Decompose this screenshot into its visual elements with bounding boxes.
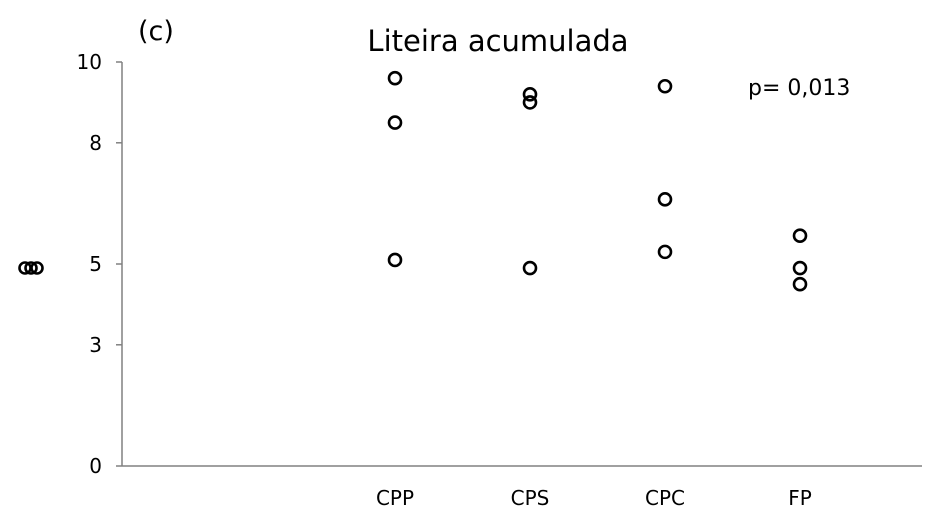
x-category-label: FP (788, 486, 812, 510)
data-point-cpc (657, 244, 673, 260)
legend-marker (30, 261, 44, 275)
panel-label: (c) (138, 16, 174, 47)
data-points (387, 70, 808, 292)
x-axis: CPP CPS CPC FP (122, 465, 922, 510)
data-point-cpc (657, 192, 673, 207)
chart-title: Liteira acumulada (367, 24, 628, 58)
data-point-cpp (387, 252, 403, 268)
data-point-cpc (657, 78, 673, 94)
y-tick-label: 5 (89, 252, 102, 276)
data-point-cps (522, 260, 538, 276)
y-tick-label: 0 (89, 454, 102, 478)
p-value-annotation: p= 0,013 (748, 76, 850, 101)
legend-marker (24, 261, 38, 275)
data-point-cps (522, 87, 538, 102)
y-tick-label: 10 (77, 50, 102, 74)
y-tick-label: 3 (89, 333, 102, 357)
legend-markers (18, 261, 44, 275)
data-point-fp (792, 228, 808, 244)
data-point-fp (792, 260, 808, 276)
x-category-label: CPC (645, 486, 685, 510)
data-point-cps (522, 95, 538, 110)
data-point-cpp (387, 115, 403, 130)
x-category-label: CPS (511, 486, 550, 510)
data-point-fp (792, 276, 808, 292)
y-tick-label: 8 (89, 131, 102, 155)
data-point-cpp (387, 70, 403, 86)
x-category-label: CPP (376, 486, 414, 510)
y-axis: 0 3 5 8 10 (77, 50, 123, 478)
